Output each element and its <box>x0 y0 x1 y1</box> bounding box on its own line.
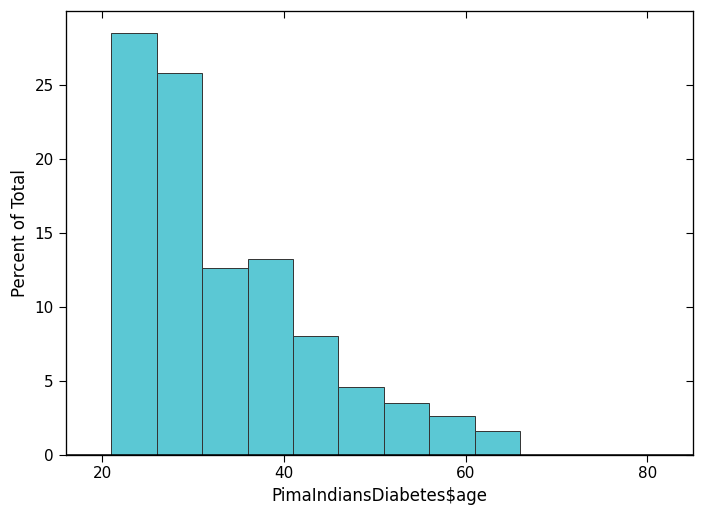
Bar <box>111 33 156 455</box>
Bar <box>202 268 248 455</box>
Bar <box>429 416 474 455</box>
Bar <box>156 73 202 455</box>
Bar <box>293 336 339 455</box>
Bar <box>474 431 520 455</box>
Bar <box>384 403 429 455</box>
Bar <box>248 260 293 455</box>
Bar <box>339 386 384 455</box>
Y-axis label: Percent of Total: Percent of Total <box>11 169 29 297</box>
X-axis label: PimaIndiansDiabetes$age: PimaIndiansDiabetes$age <box>271 487 487 505</box>
